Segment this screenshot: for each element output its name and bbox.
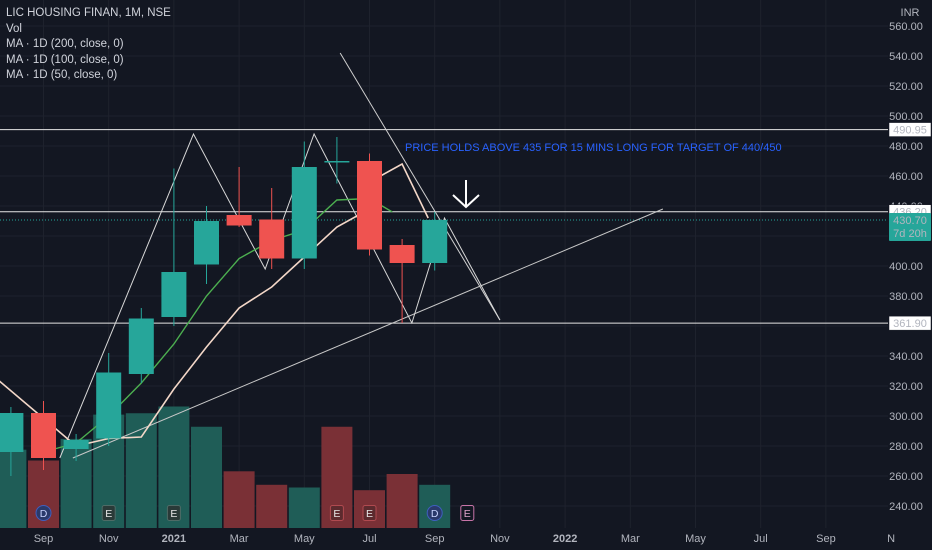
zigzag-pattern-line[interactable] bbox=[59, 132, 501, 459]
last-price-badge[interactable] bbox=[889, 212, 931, 241]
candle-body[interactable] bbox=[422, 219, 448, 263]
candle-body[interactable] bbox=[31, 413, 56, 458]
time-tick-label: Mar bbox=[230, 533, 249, 545]
price-tick-label: 520.00 bbox=[889, 81, 923, 93]
time-scale[interactable] bbox=[0, 528, 888, 550]
time-tick-label: Sep bbox=[425, 533, 445, 545]
earnings-marker-label: E bbox=[170, 508, 177, 520]
annotation-text[interactable]: PRICE HOLDS ABOVE 435 FOR 15 MINS LONG F… bbox=[405, 142, 782, 154]
candle-body[interactable] bbox=[226, 215, 252, 226]
legend-ma50[interactable]: MA · 1D (50, close, 0) bbox=[6, 69, 118, 81]
time-tick-label: Mar bbox=[621, 533, 640, 545]
legend-ma100[interactable]: MA · 1D (100, close, 0) bbox=[6, 53, 124, 66]
volume-bar bbox=[191, 426, 222, 528]
dividend-marker[interactable] bbox=[35, 505, 52, 521]
price-scale[interactable] bbox=[888, 0, 932, 550]
price-tick-label: 480.00 bbox=[889, 141, 923, 153]
time-tick-label: N bbox=[887, 533, 895, 545]
time-tick-label: 2022 bbox=[553, 533, 577, 545]
earnings-marker[interactable] bbox=[362, 505, 377, 521]
time-tick-label: May bbox=[294, 533, 315, 545]
time-tick-label: Nov bbox=[490, 533, 510, 545]
price-tick-label: 540.00 bbox=[889, 51, 923, 63]
trendline-down[interactable] bbox=[339, 52, 501, 321]
earnings-marker-label: E bbox=[105, 508, 112, 520]
legend-ma200[interactable]: MA · 1D (200, close, 0) bbox=[6, 38, 124, 50]
volume-bar bbox=[256, 484, 288, 528]
price-tick-label: 560.00 bbox=[889, 21, 923, 33]
earnings-marker[interactable] bbox=[101, 505, 116, 521]
arrow-down-head-icon bbox=[452, 194, 480, 209]
earnings-marker[interactable] bbox=[460, 505, 475, 521]
candle-body[interactable] bbox=[357, 161, 382, 250]
price-tick-label: 460.00 bbox=[889, 171, 923, 183]
time-tick-label: Nov bbox=[99, 533, 119, 545]
last-price-label: 430.70 bbox=[893, 215, 927, 227]
candle-body[interactable] bbox=[128, 318, 154, 375]
currency-label: INR bbox=[901, 7, 920, 19]
earnings-marker[interactable] bbox=[166, 505, 181, 521]
price-tick-label: 320.00 bbox=[889, 381, 923, 393]
price-tick-label: 400.00 bbox=[889, 261, 923, 273]
candle-body[interactable] bbox=[259, 219, 285, 259]
volume-bar bbox=[386, 474, 418, 528]
chart-legend: LIC HOUSING FINAN, 1M, NSE Vol MA · 1D (… bbox=[6, 6, 171, 84]
volume-bar bbox=[0, 449, 27, 528]
earnings-marker-label: E bbox=[464, 508, 471, 520]
price-tick-label: 380.00 bbox=[889, 291, 923, 303]
volume-bar bbox=[288, 487, 320, 528]
time-tick-label: Jul bbox=[754, 533, 768, 545]
candle-body[interactable] bbox=[161, 272, 187, 317]
dividend-marker[interactable] bbox=[426, 505, 443, 521]
level-price-label: 490.95 bbox=[893, 125, 927, 137]
countdown-label: 7d 20h bbox=[893, 228, 927, 240]
price-tick-label: 280.00 bbox=[889, 441, 923, 453]
price-tick-label: 500.00 bbox=[889, 111, 923, 123]
candle-body[interactable] bbox=[0, 413, 24, 452]
price-tick-label: 340.00 bbox=[889, 351, 923, 363]
time-tick-label: Sep bbox=[816, 533, 836, 545]
dividend-marker-label: D bbox=[40, 508, 48, 520]
legend-volume[interactable]: Vol bbox=[6, 22, 22, 35]
level-price-badge[interactable] bbox=[888, 315, 932, 331]
candle-body[interactable] bbox=[291, 167, 317, 259]
candle-body[interactable] bbox=[324, 161, 350, 163]
level-price-label: 361.90 bbox=[893, 318, 927, 330]
trendline-up[interactable] bbox=[72, 208, 664, 459]
symbol-title[interactable]: LIC HOUSING FINAN, 1M, NSE bbox=[6, 7, 171, 19]
time-tick-label: May bbox=[685, 533, 706, 545]
earnings-marker[interactable] bbox=[329, 505, 344, 521]
candle-body[interactable] bbox=[63, 440, 89, 449]
candle-body[interactable] bbox=[389, 245, 415, 263]
time-tick-label: Sep bbox=[34, 533, 54, 545]
candle-body[interactable] bbox=[194, 221, 219, 265]
candle-body[interactable] bbox=[96, 372, 122, 439]
earnings-marker-label: E bbox=[333, 508, 340, 520]
level-price-badge[interactable] bbox=[888, 122, 932, 137]
time-tick-label: 2021 bbox=[162, 533, 186, 545]
price-tick-label: 240.00 bbox=[889, 501, 923, 513]
volume-bar bbox=[125, 413, 157, 528]
volume-bar bbox=[223, 471, 255, 528]
price-tick-label: 300.00 bbox=[889, 411, 923, 423]
time-tick-label: Jul bbox=[362, 533, 376, 545]
dividend-marker-label: D bbox=[431, 508, 439, 520]
price-tick-label: 260.00 bbox=[889, 471, 923, 483]
earnings-marker-label: E bbox=[366, 508, 373, 520]
